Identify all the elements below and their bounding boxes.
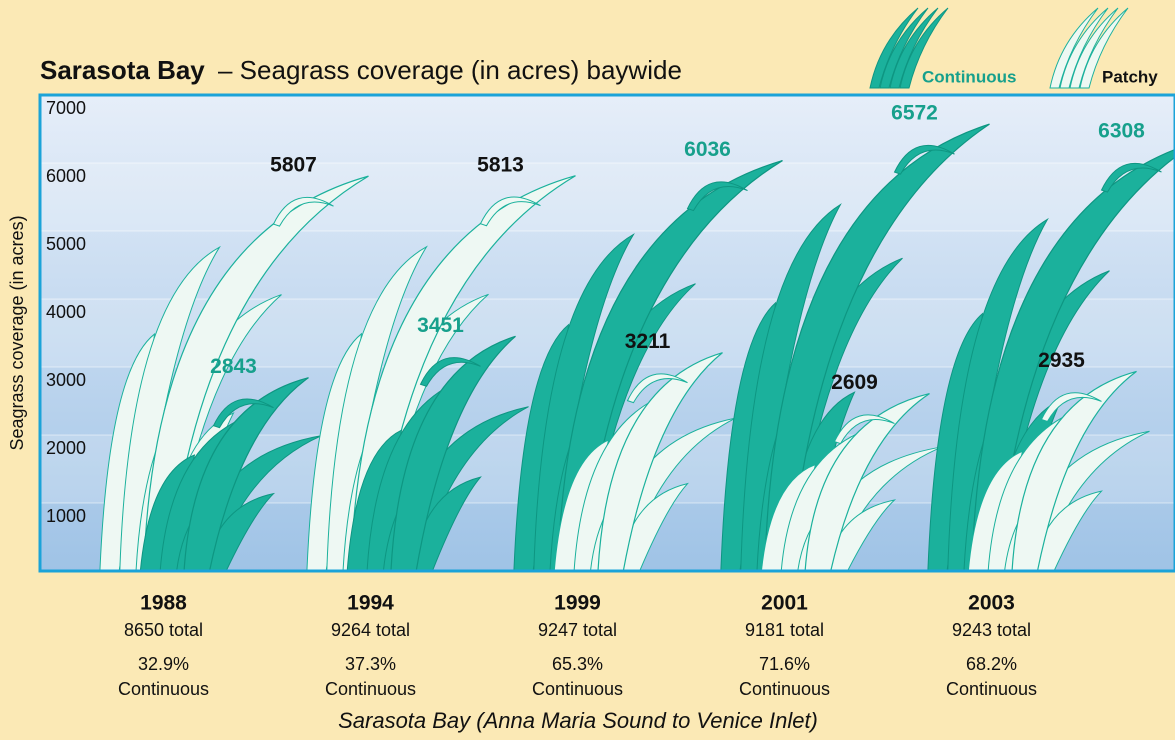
legend-label: Patchy bbox=[1102, 67, 1158, 86]
x-axis-label: Sarasota Bay (Anna Maria Sound to Venice… bbox=[338, 708, 818, 733]
x-tick-label: 1994 bbox=[347, 592, 394, 615]
grass-blade bbox=[804, 393, 930, 571]
percent-note: Continuous bbox=[532, 679, 623, 699]
leaf-curl bbox=[212, 398, 274, 429]
subtitle: – Seagrass coverage (in acres) baywide bbox=[218, 55, 682, 85]
percent-label: 65.3% bbox=[552, 654, 603, 674]
leaf-curl bbox=[893, 144, 955, 175]
leaf-curl bbox=[419, 357, 481, 387]
data-label: 2935 bbox=[1038, 349, 1085, 372]
leaf-curl bbox=[272, 196, 334, 227]
legend-label: Continuous bbox=[922, 67, 1016, 86]
y-tick-label: 3000 bbox=[46, 370, 86, 390]
data-label: 6572 bbox=[891, 102, 938, 125]
total-label: 8650 total bbox=[124, 620, 203, 640]
percent-note: Continuous bbox=[739, 679, 830, 699]
percent-note: Continuous bbox=[118, 679, 209, 699]
y-tick-label: 6000 bbox=[46, 166, 86, 186]
title: Sarasota Bay bbox=[40, 55, 205, 85]
total-label: 9247 total bbox=[538, 620, 617, 640]
plot-area bbox=[40, 95, 1175, 571]
percent-label: 68.2% bbox=[966, 654, 1017, 674]
band bbox=[40, 163, 1175, 231]
grass-blade bbox=[597, 352, 723, 571]
data-label: 5807 bbox=[270, 154, 317, 177]
total-label: 9181 total bbox=[745, 620, 824, 640]
grass-blade bbox=[390, 335, 516, 571]
total-label: 9243 total bbox=[952, 620, 1031, 640]
legend-swatch bbox=[1079, 7, 1129, 89]
y-tick-label: 1000 bbox=[46, 506, 86, 526]
data-label: 6308 bbox=[1098, 120, 1145, 143]
data-label: 3451 bbox=[417, 314, 464, 337]
x-tick-label: 1988 bbox=[140, 592, 187, 615]
y-tick-label: 4000 bbox=[46, 302, 86, 322]
legend: Continuous Patchy bbox=[869, 7, 1158, 89]
plot-border bbox=[38, 93, 1175, 573]
y-tick-label: 7000 bbox=[46, 98, 86, 118]
legend-swatch bbox=[899, 7, 949, 89]
percent-label: 37.3% bbox=[345, 654, 396, 674]
x-tick-label: 1999 bbox=[554, 592, 601, 615]
leaf-curl bbox=[686, 181, 748, 212]
data-label: 5813 bbox=[477, 153, 524, 176]
chart-title: Sarasota Bay – Seagrass coverage (in acr… bbox=[40, 55, 682, 85]
data-label: 2843 bbox=[210, 355, 257, 378]
leaf-curl bbox=[1040, 392, 1102, 423]
data-label: 6036 bbox=[684, 138, 731, 161]
y-tick-label: 2000 bbox=[46, 438, 86, 458]
leaf-curl bbox=[833, 414, 895, 445]
y-tick-label: 5000 bbox=[46, 234, 86, 254]
percent-label: 71.6% bbox=[759, 654, 810, 674]
leaf-curl bbox=[479, 196, 541, 227]
data-label: 3211 bbox=[625, 330, 671, 353]
grass-blade bbox=[183, 377, 309, 571]
leaf-curl bbox=[1100, 162, 1162, 193]
percent-note: Continuous bbox=[325, 679, 416, 699]
x-tick-label: 2001 bbox=[761, 592, 808, 615]
total-label: 9264 total bbox=[331, 620, 410, 640]
x-tick-label: 2003 bbox=[968, 592, 1015, 615]
percent-note: Continuous bbox=[946, 679, 1037, 699]
y-axis-label: Seagrass coverage (in acres) bbox=[7, 215, 27, 450]
grass-blade bbox=[1011, 370, 1137, 571]
percent-label: 32.9% bbox=[138, 654, 189, 674]
leaf-curl bbox=[626, 373, 688, 404]
data-label: 2609 bbox=[831, 371, 878, 394]
